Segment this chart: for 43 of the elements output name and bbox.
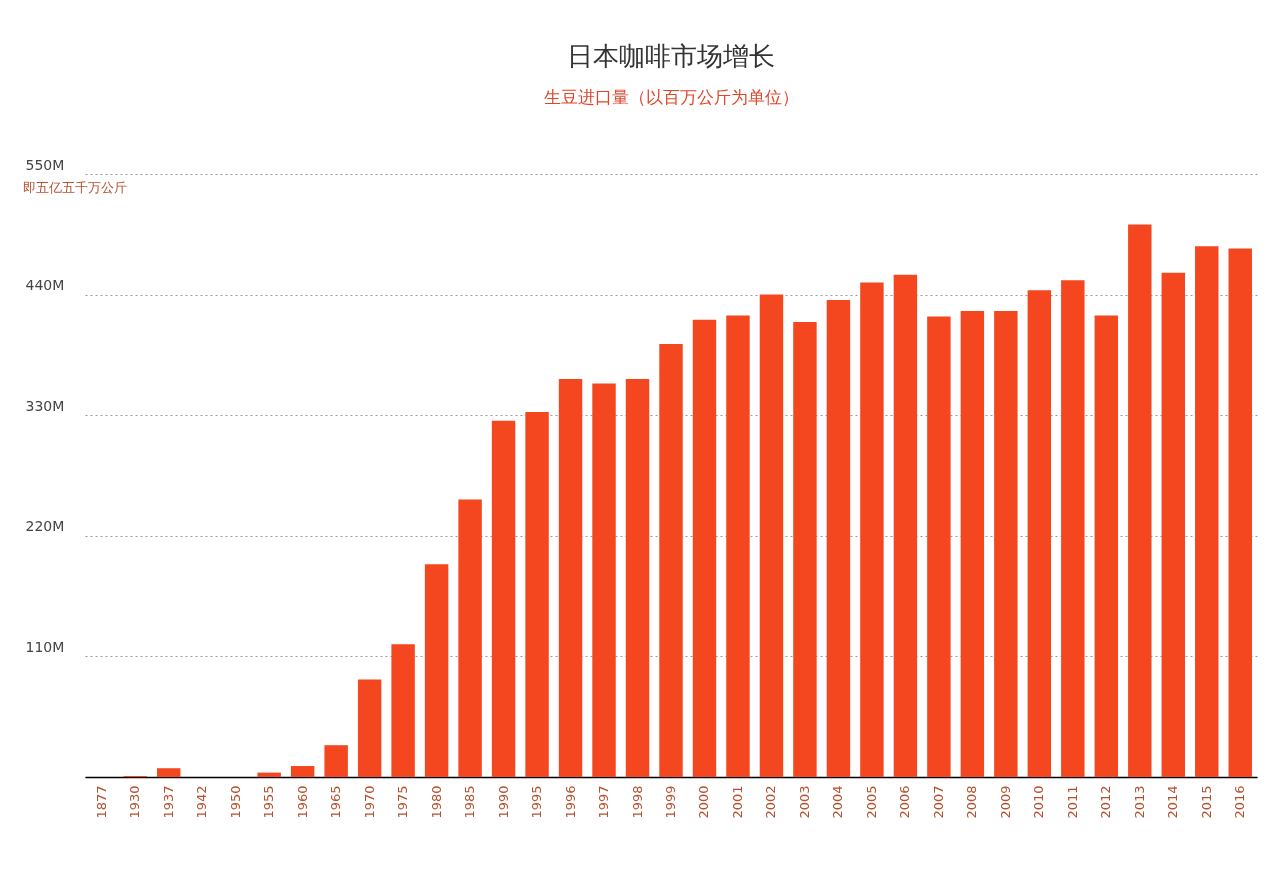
x-tick-label: 2007 — [930, 785, 946, 819]
x-tick-label: 2009 — [997, 785, 1013, 819]
x-tick-label: 1877 — [93, 785, 109, 819]
x-tick-label: 2008 — [964, 785, 980, 819]
y-tick-label: 330M — [25, 397, 65, 414]
x-tick-label: 1998 — [629, 785, 645, 819]
x-tick-label: 2014 — [1165, 785, 1181, 819]
x-tick-label: 1950 — [227, 785, 243, 819]
x-tick-label: 1980 — [428, 785, 444, 819]
x-tick-label: 1960 — [294, 785, 310, 819]
x-tick-label: 2006 — [897, 785, 913, 819]
x-tick-label: 2011 — [1064, 785, 1080, 819]
y-tick-label: 440M — [25, 277, 65, 294]
x-tick-label: 1995 — [529, 785, 545, 819]
x-tick-label: 1970 — [361, 785, 377, 819]
x-tick-label: 1999 — [663, 785, 678, 819]
x-tick-label: 2012 — [1098, 785, 1114, 819]
x-tick-label: 1930 — [127, 785, 143, 819]
x-tick-label: 2002 — [763, 785, 779, 819]
x-tick-label: 1997 — [596, 785, 612, 819]
x-tick-label: 2005 — [863, 785, 879, 819]
x-tick-label: 1990 — [495, 785, 511, 819]
x-tick-label: 1955 — [261, 785, 277, 819]
x-tick-label: 1996 — [562, 785, 578, 819]
chart-title: 日本咖啡市场增长 — [567, 41, 775, 71]
x-tick-label: 1937 — [160, 785, 176, 819]
x-tick-label: 2016 — [1232, 785, 1248, 819]
y-tick-label: 550M — [25, 156, 65, 173]
annotation: 即五亿五千万公斤 — [23, 180, 127, 195]
x-tick-label: 2013 — [1131, 785, 1147, 819]
x-tick-label: 1975 — [395, 785, 411, 819]
x-tick-label: 2001 — [729, 785, 745, 819]
x-tick-label: 2003 — [796, 785, 812, 819]
chart-subtitle: 生豆进口量（以百万公斤为单位） — [543, 87, 799, 107]
x-tick-label: 2000 — [696, 785, 712, 819]
x-tick-label: 2004 — [830, 785, 846, 819]
y-tick-label: 220M — [25, 518, 65, 535]
x-tick-label: 2010 — [1031, 785, 1047, 819]
y-tick-label: 110M — [25, 638, 65, 655]
x-tick-label: 1985 — [462, 785, 478, 819]
x-tick-label: 2015 — [1198, 785, 1214, 819]
x-tick-label: 1965 — [328, 785, 344, 819]
x-tick-label: 1942 — [194, 785, 210, 819]
